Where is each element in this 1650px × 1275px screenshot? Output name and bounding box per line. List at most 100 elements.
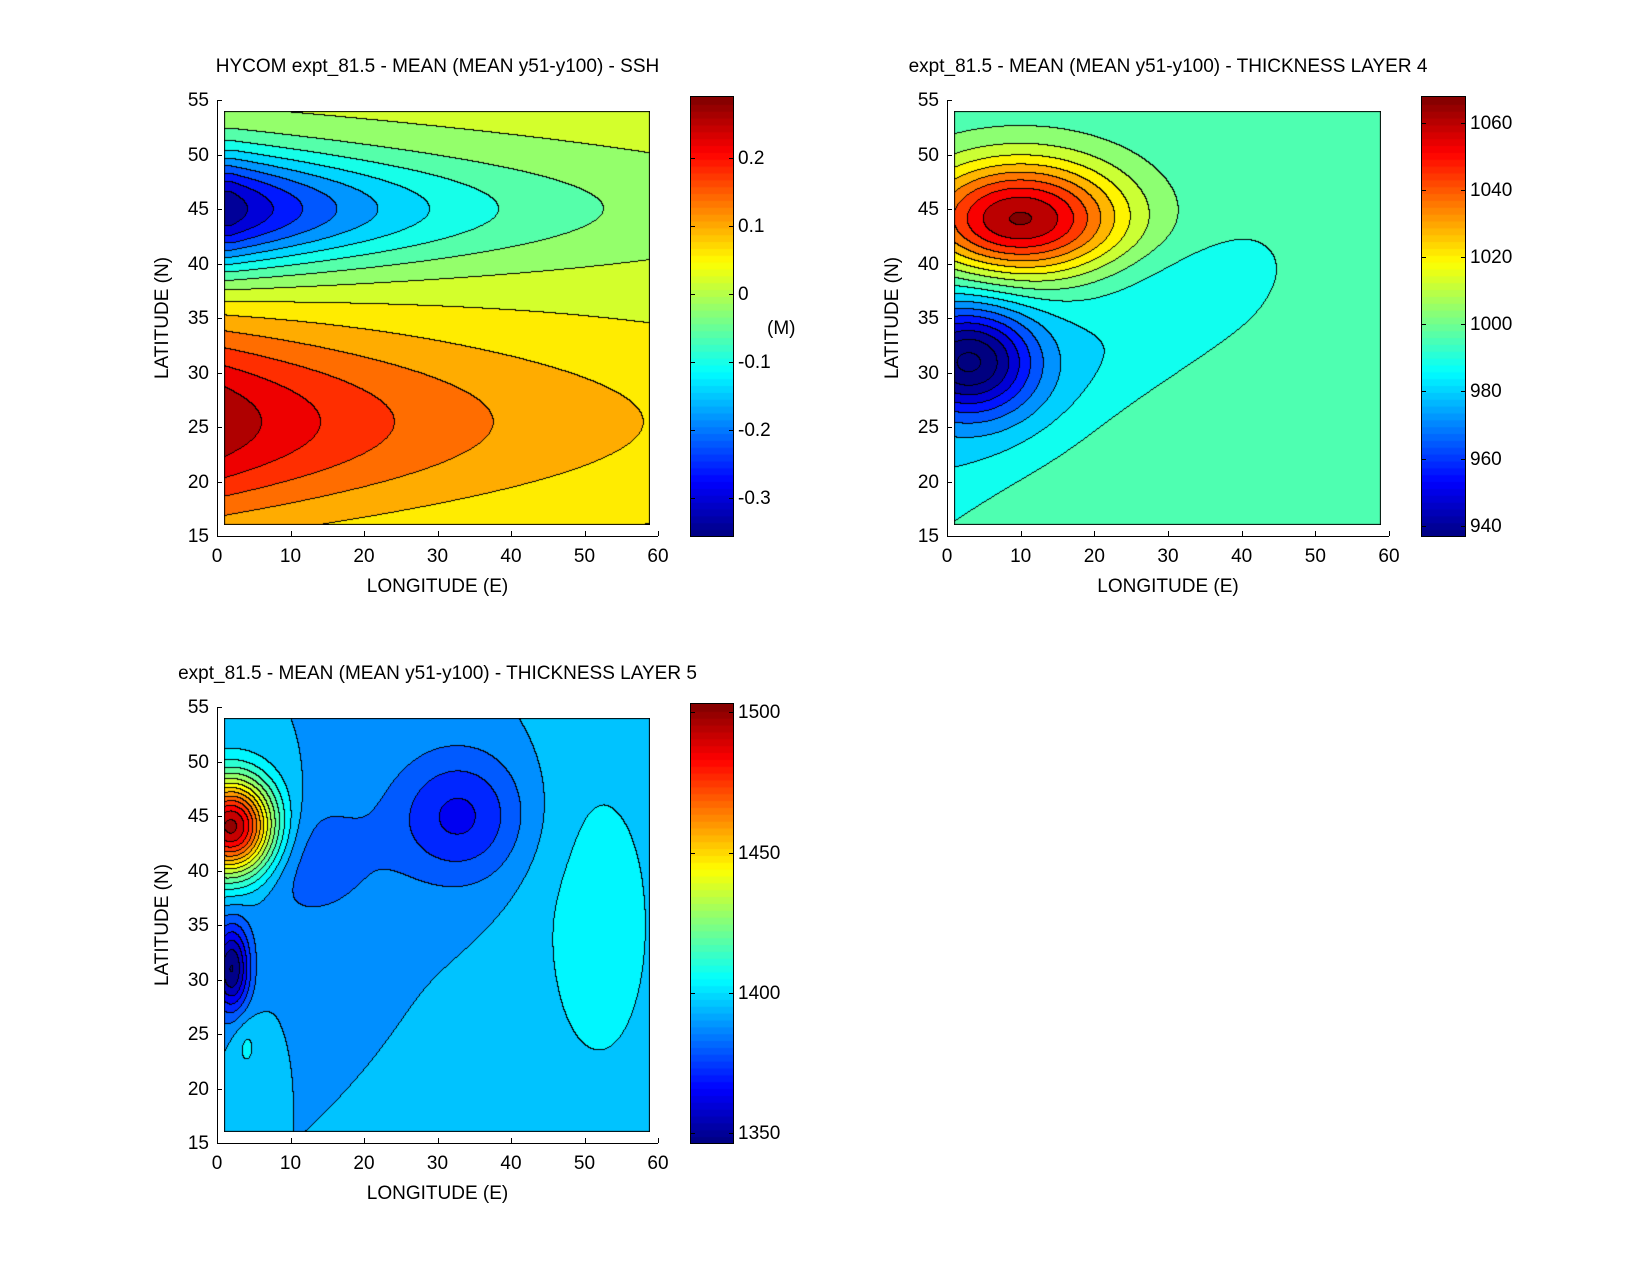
x-axis-line (217, 536, 658, 537)
y-tick-label: 25 (187, 1024, 209, 1045)
x-tick-mark (437, 531, 439, 536)
x-tick-mark (1020, 531, 1022, 536)
x-tick-label: 10 (1010, 546, 1032, 567)
colorbar-tick-mark (729, 158, 733, 160)
colorbar (1421, 96, 1466, 537)
x-tick-label: 50 (573, 1153, 596, 1174)
colorbar-tick-label: 1040 (1470, 179, 1513, 201)
x-tick-label: 40 (1231, 546, 1253, 567)
x-tick-mark (364, 531, 365, 536)
contour-field (224, 718, 650, 1132)
colorbar-tick-mark (691, 993, 695, 995)
x-tick-label: 60 (647, 1153, 669, 1174)
colorbar-tick-mark (1422, 391, 1426, 393)
colorbar-tick-mark (691, 362, 695, 364)
y-tick-label: 25 (187, 417, 209, 438)
x-axis-line (947, 536, 1389, 537)
colorbar-tick-label: -0.1 (738, 352, 771, 374)
colorbar-tick-mark (1461, 525, 1465, 527)
y-tick-label: 40 (187, 253, 209, 275)
x-tick-mark (511, 531, 512, 536)
y-axis-label: LATITUDE (N) (152, 256, 173, 380)
y-tick-mark (947, 481, 952, 483)
colorbar-tick-label: 0 (738, 284, 749, 306)
x-tick-label: 20 (1083, 546, 1105, 567)
x-axis-line (217, 1143, 658, 1144)
plot-title: expt_81.5 - MEAN (MEAN y51-y100) - THICK… (178, 663, 697, 684)
x-tick-mark (584, 531, 586, 536)
y-tick-label: 50 (187, 144, 209, 166)
y-axis-label: LATITUDE (N) (882, 256, 903, 380)
plot-title: HYCOM expt_81.5 - MEAN (MEAN y51-y100) -… (215, 56, 660, 77)
y-axis-label: LATITUDE (N) (152, 863, 173, 987)
x-tick-label: 30 (1157, 546, 1179, 567)
colorbar-tick-label: 1450 (738, 842, 781, 864)
y-tick-label: 20 (187, 471, 209, 493)
x-tick-label: 0 (941, 546, 953, 567)
y-tick-mark (947, 100, 952, 101)
y-tick-label: 35 (187, 308, 209, 329)
y-tick-mark (217, 536, 222, 537)
y-tick-label: 40 (917, 253, 939, 275)
y-tick-label: 35 (187, 915, 209, 936)
x-tick-mark (217, 531, 218, 536)
y-tick-mark (217, 707, 222, 708)
x-tick-mark (1315, 531, 1317, 536)
x-tick-label: 40 (500, 546, 522, 567)
y-tick-label: 40 (187, 860, 209, 882)
x-tick-mark (290, 531, 292, 536)
x-tick-label: 10 (279, 1153, 302, 1174)
y-tick-label: 15 (917, 526, 939, 547)
x-tick-label: 30 (426, 546, 449, 567)
x-tick-mark (1389, 531, 1390, 536)
y-tick-label: 30 (187, 969, 209, 991)
x-tick-mark (1168, 531, 1169, 536)
y-tick-label: 50 (187, 751, 209, 773)
colorbar-tick-mark (729, 362, 733, 364)
colorbar-tick-label: 0.1 (738, 216, 765, 238)
y-tick-label: 45 (917, 199, 939, 220)
x-tick-label: 60 (647, 546, 669, 567)
y-tick-mark (217, 481, 222, 483)
colorbar-tick-label: 1400 (738, 983, 781, 1005)
y-tick-mark (217, 870, 222, 872)
y-tick-mark (947, 209, 952, 210)
y-tick-mark (217, 209, 222, 210)
x-tick-mark (1094, 531, 1096, 536)
colorbar (690, 96, 734, 537)
x-tick-mark (658, 1138, 659, 1143)
colorbar-unit-label: (M) (767, 318, 796, 339)
y-tick-mark (217, 263, 222, 265)
y-tick-label: 30 (917, 362, 939, 384)
y-tick-label: 30 (187, 362, 209, 384)
colorbar-tick-mark (729, 993, 733, 995)
y-tick-mark (217, 816, 222, 817)
colorbar-tick-mark (1422, 324, 1426, 326)
y-tick-label: 45 (187, 199, 209, 220)
x-tick-label: 50 (1304, 546, 1326, 567)
colorbar-tick-mark (1461, 391, 1465, 393)
colorbar-tick-mark (1461, 122, 1465, 124)
x-tick-mark (658, 531, 659, 536)
colorbar-tick-mark (691, 852, 695, 854)
x-tick-mark (290, 1138, 292, 1143)
y-tick-label: 55 (187, 697, 209, 718)
y-tick-label: 55 (917, 90, 939, 111)
x-tick-mark (511, 1138, 512, 1143)
y-tick-mark (947, 263, 952, 265)
colorbar-tick-label: 960 (1470, 448, 1502, 470)
colorbar-tick-mark (729, 1133, 733, 1135)
y-tick-mark (947, 318, 952, 319)
colorbar-tick-mark (729, 852, 733, 854)
x-tick-label: 10 (279, 546, 302, 567)
y-tick-mark (217, 979, 222, 981)
y-tick-mark (217, 761, 222, 763)
colorbar-tick-label: 1350 (738, 1123, 781, 1145)
colorbar-tick-label: 0.2 (738, 148, 765, 170)
colorbar-tick-mark (1422, 189, 1426, 191)
colorbar-tick-mark (691, 712, 695, 714)
y-tick-label: 20 (187, 1078, 209, 1100)
y-tick-label: 35 (917, 308, 939, 329)
y-tick-label: 15 (187, 1133, 209, 1154)
y-tick-label: 25 (917, 417, 939, 438)
